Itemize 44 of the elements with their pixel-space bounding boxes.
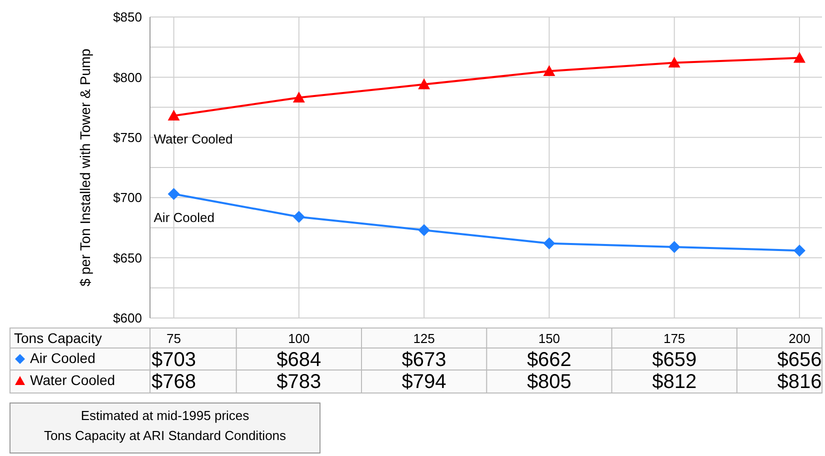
point <box>543 237 556 250</box>
data-label: $662 <box>526 349 572 371</box>
y-tick-label: $700 <box>113 190 142 206</box>
data-label: $812 <box>652 371 697 393</box>
point <box>543 65 556 76</box>
x-tick-label: 125 <box>413 331 435 346</box>
x-tick-label: 75 <box>166 331 182 346</box>
y-axis-title: $ per Ton Installed with Tower & Pump <box>76 48 93 286</box>
point <box>418 78 430 90</box>
data-label: $768 <box>152 371 196 393</box>
x-axis-title: Tons Capacity <box>14 330 102 346</box>
y-tick-label: $600 <box>113 310 142 326</box>
y-tick-label: $650 <box>113 250 142 266</box>
point <box>168 110 180 121</box>
data-label: $805 <box>526 371 572 393</box>
data-label: $794 <box>402 371 446 393</box>
text: Estimated at mid-1995 prices <box>80 408 250 423</box>
y-tick-label: $750 <box>113 130 142 146</box>
point <box>793 52 806 63</box>
data-label: $783 <box>276 371 322 393</box>
data-label: $816 <box>777 371 822 393</box>
data-label: $703 <box>152 349 196 371</box>
x-tick-label: 150 <box>538 331 560 346</box>
y-tick-label: $800 <box>113 70 142 85</box>
point <box>668 240 680 253</box>
text: Tons Capacity at ARI Standard Conditions <box>44 428 287 443</box>
point <box>292 92 305 102</box>
data-label: $659 <box>652 349 697 371</box>
data-label: $684 <box>276 349 322 371</box>
legend-label: Air Cooled <box>30 350 96 366</box>
text: Air Cooled <box>154 210 214 225</box>
x-tick-label: 100 <box>288 331 310 346</box>
point <box>168 188 180 200</box>
point <box>418 224 430 236</box>
data-label: $656 <box>777 349 822 371</box>
x-tick-label: 175 <box>663 331 686 346</box>
x-tick-label: 200 <box>788 331 810 346</box>
text: Water Cooled <box>154 132 233 147</box>
point <box>793 244 806 257</box>
y-tick-label: $850 <box>113 10 142 25</box>
point <box>292 210 305 223</box>
point <box>668 56 680 68</box>
legend-label: Water Cooled <box>30 372 116 388</box>
data-label: $673 <box>402 349 446 371</box>
